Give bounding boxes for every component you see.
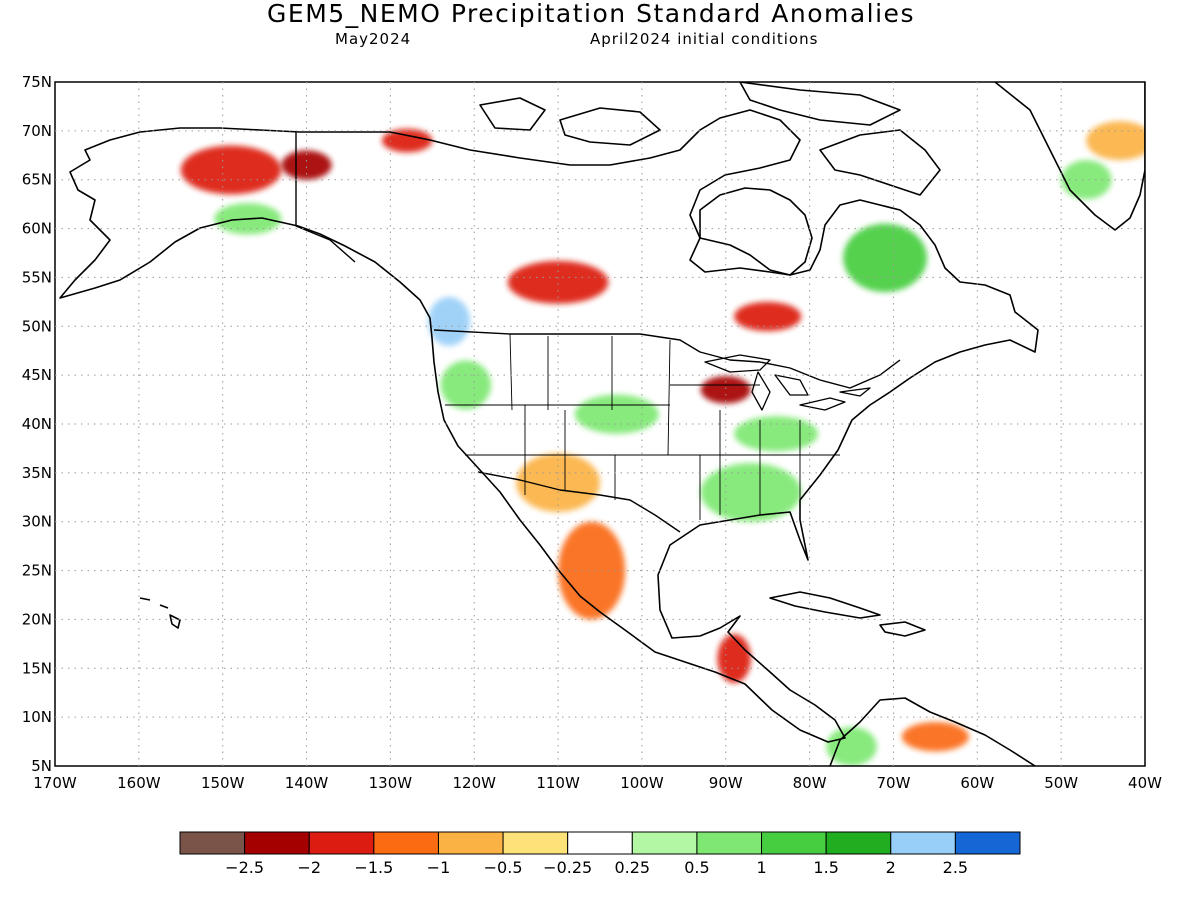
- canada-us-border: [433, 329, 901, 389]
- lat-tick-label: 50N: [22, 317, 52, 335]
- lat-tick-label: 55N: [22, 268, 52, 286]
- lon-tick-label: 40W: [1128, 774, 1162, 792]
- colorbar-tick-label: −0.5: [484, 858, 523, 877]
- greenland-coastline: [994, 82, 1145, 231]
- colorbar-swatch: [954, 831, 1021, 855]
- anomaly-region-bc-wet: [428, 296, 471, 346]
- longitude-labels: 170W 160W 150W 140W 130W 120W 110W 100W 90W 80W 70…: [33, 774, 1162, 792]
- lon-tick-label: 140W: [285, 774, 329, 792]
- lon-tick-label: 150W: [201, 774, 245, 792]
- colorbar-swatch: [825, 831, 892, 855]
- lat-tick-label: 35N: [22, 464, 52, 482]
- great-lakes: [704, 354, 871, 411]
- state-boundaries: [445, 333, 840, 520]
- lon-tick-label: 120W: [452, 774, 496, 792]
- alaska-canada-border: [295, 132, 356, 263]
- lon-tick-label: 170W: [33, 774, 77, 792]
- colorbar-tick-label: 0.25: [614, 858, 650, 877]
- latitude-labels: 75N 70N 65N 60N 55N 50N 45N 40N 35N 30N 25N 20N 15N 1…: [22, 73, 52, 775]
- arctic-island-victoria: [559, 107, 661, 146]
- map-title: GEM5_NEMO Precipitation Standard Anomali…: [267, 0, 915, 28]
- colorbar-tick-label: 1: [756, 858, 766, 877]
- anomaly-region-central-plains-wet: [574, 394, 659, 434]
- lon-tick-label: 100W: [620, 774, 664, 792]
- colorbar-swatch: [308, 831, 375, 855]
- colorbar-tick-label: −2.5: [225, 858, 264, 877]
- colorbar-swatch: [373, 831, 439, 855]
- lat-tick-label: 40N: [22, 415, 52, 433]
- lat-tick-label: 20N: [22, 610, 52, 628]
- lon-tick-label: 160W: [117, 774, 161, 792]
- colorbar-swatch: [502, 831, 569, 855]
- colorbar-swatch: [567, 831, 633, 855]
- coastline-layer: [59, 82, 1145, 766]
- colorbar-tick-label: −2: [297, 858, 321, 877]
- colorbar-tick-label: 2.5: [943, 858, 968, 877]
- lat-tick-label: 65N: [22, 171, 52, 189]
- hawaii-islands: [139, 597, 181, 629]
- lat-tick-label: 75N: [22, 73, 52, 91]
- lat-tick-label: 45N: [22, 366, 52, 384]
- anomaly-region-yukon-dry: [281, 150, 332, 180]
- anomaly-region-quebec-wet: [843, 223, 927, 293]
- colorbar-swatch: [761, 831, 827, 855]
- lat-tick-label: 15N: [22, 659, 52, 677]
- colorbar-tick-label: 2: [886, 858, 896, 877]
- colorbar-tick-label: −0.25: [543, 858, 592, 877]
- lat-tick-label: 70N: [22, 122, 52, 140]
- lat-tick-label: 60N: [22, 220, 52, 238]
- colorbar-swatch: [631, 831, 698, 855]
- anomaly-region-prairie-dry: [507, 260, 609, 304]
- north-america-coastline: [59, 109, 1039, 743]
- anomaly-region-greenland-wet: [1061, 160, 1112, 200]
- hispaniola-coastline: [879, 621, 926, 637]
- anomaly-region-mexico-dry: [558, 521, 626, 620]
- anomaly-region-venezuela-dry: [901, 722, 969, 752]
- arctic-island-baffin: [819, 129, 941, 196]
- anomaly-region-alaska-dry: [180, 145, 282, 195]
- us-mexico-border: [477, 471, 681, 533]
- arctic-island-ellesmere: [739, 82, 901, 126]
- colorbar-swatch: [890, 831, 956, 855]
- anomaly-region-ontario-dry: [734, 301, 802, 332]
- colorbar-swatch: [437, 831, 504, 855]
- lon-tick-label: 80W: [793, 774, 827, 792]
- hudson-bay-coastline: [689, 187, 813, 276]
- lon-tick-label: 70W: [877, 774, 911, 792]
- anomaly-region-colombia-wet: [826, 726, 877, 766]
- colorbar-swatch: [179, 831, 246, 855]
- colorbar-tick-label: 1.5: [813, 858, 838, 877]
- anomaly-region-southeast-wet: [700, 463, 802, 522]
- lon-tick-label: 110W: [536, 774, 580, 792]
- lon-tick-label: 60W: [960, 774, 994, 792]
- colorbar-tick-label: −1: [427, 858, 451, 877]
- arctic-island-banks: [479, 97, 546, 131]
- colorbar-swatch: [244, 831, 310, 855]
- lon-tick-label: 50W: [1044, 774, 1078, 792]
- initial-conditions-label: April2024 initial conditions: [590, 30, 819, 48]
- anomaly-region-greenland-dry: [1086, 121, 1145, 161]
- valid-month-label: May2024: [335, 30, 412, 48]
- lat-tick-label: 30N: [22, 513, 52, 531]
- anomaly-region-pacific-nw-wet: [440, 360, 491, 410]
- colorbar: −2.5 −2 −1.5 −1 −0.5 −0.25 0.25 0.5 1 1.5 2 2.5: [179, 831, 1021, 877]
- anomaly-region-nw-territories-dry: [382, 128, 433, 153]
- lat-tick-label: 10N: [22, 708, 52, 726]
- colorbar-swatch: [696, 831, 763, 855]
- colorbar-tick-label: 0.5: [684, 858, 709, 877]
- south-america-coastline: [829, 697, 1036, 766]
- lon-tick-label: 130W: [369, 774, 413, 792]
- lon-tick-label: 90W: [709, 774, 743, 792]
- anomaly-region-southwest-dry: [516, 453, 600, 512]
- anomaly-region-great-lakes-dry: [700, 376, 751, 404]
- lat-tick-label: 5N: [31, 757, 52, 775]
- lat-tick-label: 25N: [22, 562, 52, 580]
- anomaly-region-ohio-valley-wet: [734, 416, 818, 452]
- cuba-coastline: [769, 591, 881, 619]
- colorbar-tick-label: −1.5: [354, 858, 393, 877]
